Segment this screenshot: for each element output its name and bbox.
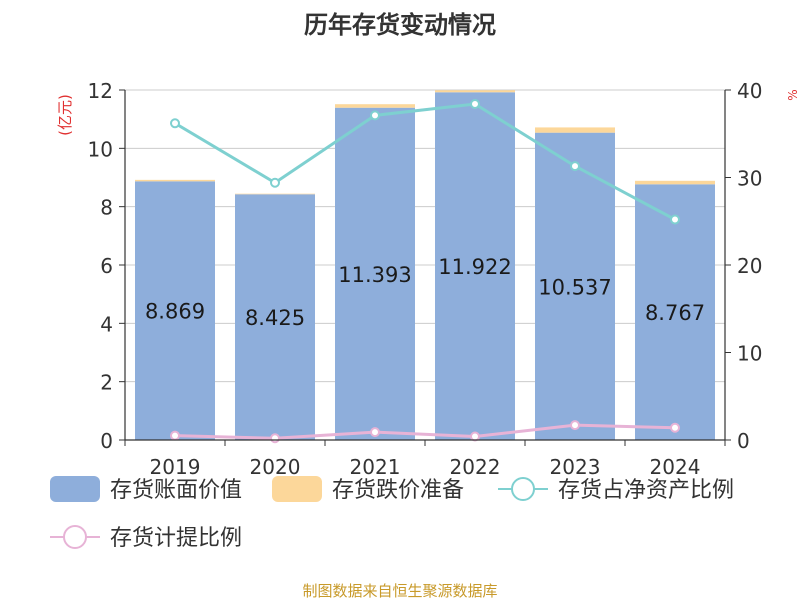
line-point — [570, 420, 580, 431]
y-left-tick-label: 8 — [100, 196, 113, 220]
legend-label: 存货跌价准备 — [332, 478, 464, 503]
y-right-tick-label: 40 — [737, 79, 762, 103]
line-point — [670, 422, 680, 433]
line-point — [270, 433, 280, 444]
y-right-tick-label: 20 — [737, 254, 762, 278]
x-tick-label: 2023 — [550, 455, 601, 479]
legend-label: 存货账面价值 — [110, 478, 242, 503]
line-point — [170, 118, 180, 129]
bar-value-label: 11.393 — [338, 263, 411, 287]
line-point — [370, 427, 380, 438]
y-left-tick-label: 2 — [100, 371, 113, 395]
bar-book-value — [135, 181, 215, 440]
y-right-tick-label: 30 — [737, 167, 762, 191]
chart-title: 历年存货变动情况 — [304, 11, 496, 39]
bar-book-value — [435, 92, 515, 441]
bar-value-label: 10.537 — [538, 275, 611, 299]
y-left-tick-label: 10 — [88, 137, 113, 161]
legend-label: 存货计提比例 — [110, 526, 242, 551]
x-tick-label: 2022 — [450, 455, 501, 479]
x-tick-label: 2021 — [350, 455, 401, 479]
bar-book-value — [535, 132, 615, 440]
bar-impairment-reserve — [535, 127, 615, 133]
y-axis-right-label: % — [786, 89, 800, 100]
bar-impairment-reserve — [235, 193, 315, 195]
y-left-tick-label: 4 — [100, 312, 113, 336]
y-left-tick-label: 0 — [100, 429, 113, 453]
line-point — [670, 214, 680, 225]
line-series — [170, 99, 680, 444]
line-point — [570, 161, 580, 172]
line-point — [170, 430, 180, 441]
line-point — [270, 177, 280, 188]
axes: 0 2 4 6 8 10 12 0 10 20 30 40 2019 2020 2021 2022 2023 20… — [88, 79, 763, 479]
legend-marker — [63, 525, 87, 549]
line-point — [370, 110, 380, 121]
line-point — [470, 99, 480, 109]
bar-impairment-reserve — [135, 179, 215, 182]
legend-label: 存货占净资产比例 — [558, 478, 734, 503]
line-series-path — [174, 423, 676, 440]
bar-impairment-reserve — [435, 90, 515, 93]
bar-value-label: 11.922 — [438, 255, 511, 279]
bar-series — [135, 90, 715, 441]
y-right-tick-label: 10 — [737, 342, 762, 366]
bar-value-label: 8.767 — [645, 301, 705, 325]
y-right-tick-label: 0 — [737, 429, 750, 453]
y-axis-left-label: (亿元) — [56, 94, 74, 136]
bar-book-value — [235, 194, 315, 440]
x-tick-label: 2024 — [650, 455, 701, 479]
source-note: 制图数据来自恒生聚源数据库 — [302, 582, 497, 600]
bar-impairment-reserve — [335, 104, 415, 108]
bar-value-label: 8.869 — [145, 300, 205, 324]
legend-swatch — [50, 476, 100, 502]
line-series-path — [174, 102, 676, 221]
bar-book-value — [335, 107, 415, 441]
bar-value-label: 8.425 — [245, 306, 305, 330]
y-left-tick-label: 6 — [100, 254, 113, 278]
bar-value-labels: 8.869 8.425 11.393 11.922 10.537 8.767 — [145, 255, 705, 330]
bar-impairment-reserve — [635, 180, 715, 185]
x-tick-label: 2020 — [250, 455, 301, 479]
legend-swatch — [272, 476, 322, 502]
line-point — [470, 431, 480, 442]
legend-marker — [511, 477, 535, 501]
gridlines — [125, 89, 725, 441]
bar-book-value — [635, 184, 715, 440]
x-tick-label: 2019 — [150, 455, 201, 479]
y-left-tick-label: 12 — [88, 79, 113, 103]
